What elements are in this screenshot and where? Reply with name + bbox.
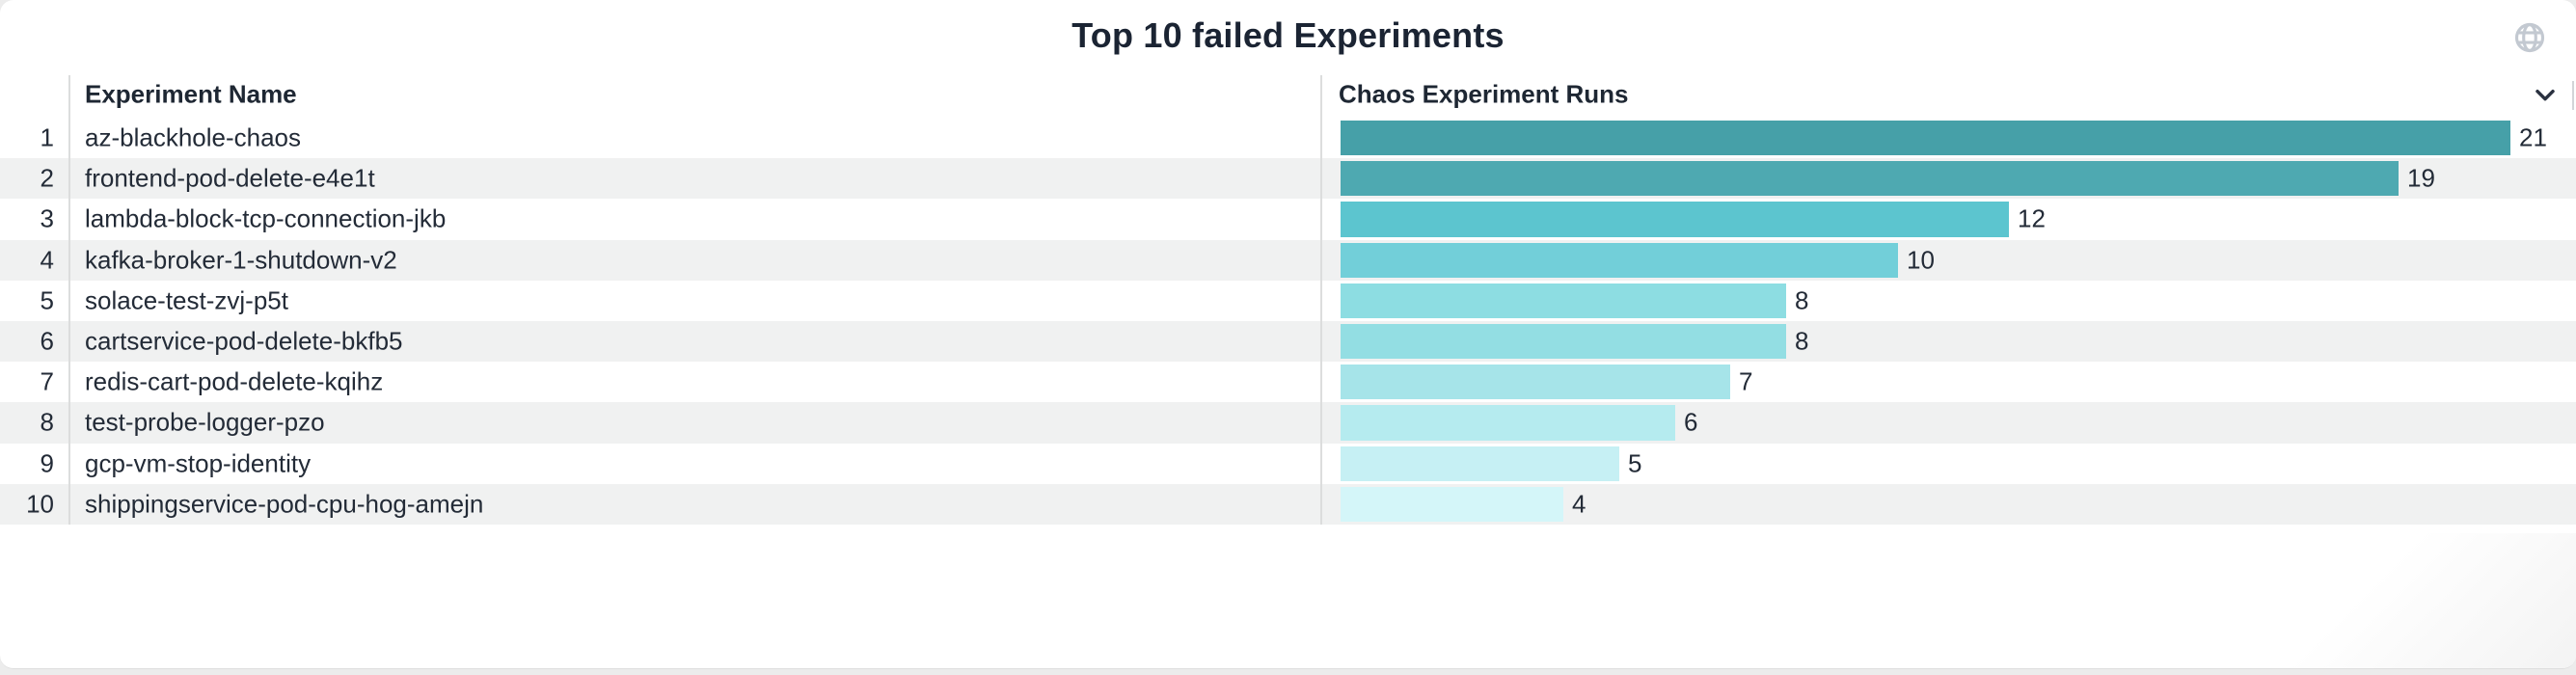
panel-title: Top 10 failed Experiments xyxy=(1071,15,1505,55)
column-divider-rank xyxy=(68,75,70,525)
row-value: 12 xyxy=(2018,203,2046,233)
row-rank: 3 xyxy=(40,203,54,233)
table-row: 9 gcp-vm-stop-identity 5 xyxy=(0,443,2576,484)
row-bar xyxy=(1341,446,1619,481)
row-bar xyxy=(1341,405,1675,441)
globe-icon[interactable] xyxy=(2512,20,2547,55)
column-header-experiment-name[interactable]: Experiment Name xyxy=(85,79,297,109)
row-rank: 6 xyxy=(40,326,54,356)
table-row: 1 az-blackhole-chaos 21 xyxy=(0,118,2576,159)
column-divider-runs xyxy=(1320,75,1322,525)
row-rank: 1 xyxy=(40,122,54,152)
row-experiment-name: frontend-pod-delete-e4e1t xyxy=(85,163,375,193)
table-row: 10 shippingservice-pod-cpu-hog-amejn 4 xyxy=(0,483,2576,525)
row-experiment-name: solace-test-zvj-p5t xyxy=(85,285,288,315)
row-experiment-name: kafka-broker-1-shutdown-v2 xyxy=(85,245,397,275)
row-rank: 8 xyxy=(40,407,54,437)
row-experiment-name: lambda-block-tcp-connection-jkb xyxy=(85,203,447,233)
panel-corner-shade xyxy=(2229,533,2576,668)
row-rank: 7 xyxy=(40,366,54,396)
row-value: 7 xyxy=(1739,366,1753,396)
row-value: 10 xyxy=(1907,245,1935,275)
row-value: 8 xyxy=(1795,326,1809,356)
row-experiment-name: az-blackhole-chaos xyxy=(85,122,302,152)
table-header: Experiment Name Chaos Experiment Runs xyxy=(0,71,2576,120)
row-value: 19 xyxy=(2407,163,2435,193)
table-row: 8 test-probe-logger-pzo 6 xyxy=(0,402,2576,444)
row-bar xyxy=(1341,242,1898,278)
row-value: 21 xyxy=(2519,122,2547,152)
row-value: 5 xyxy=(1628,448,1642,478)
table-row: 3 lambda-block-tcp-connection-jkb 12 xyxy=(0,199,2576,240)
row-bar xyxy=(1341,121,2510,156)
row-rank: 4 xyxy=(40,245,54,275)
table-row: 6 cartservice-pod-delete-bkfb5 8 xyxy=(0,320,2576,363)
row-experiment-name: test-probe-logger-pzo xyxy=(85,407,325,437)
row-rank: 5 xyxy=(40,285,54,315)
header-resize-handle[interactable] xyxy=(2572,81,2574,110)
row-bar xyxy=(1341,161,2399,197)
row-bar xyxy=(1341,364,1730,400)
table-row: 7 redis-cart-pod-delete-kqihz 7 xyxy=(0,362,2576,403)
column-header-chaos-experiment-runs[interactable]: Chaos Experiment Runs xyxy=(1339,79,1629,109)
row-value: 8 xyxy=(1795,285,1809,315)
table-row: 4 kafka-broker-1-shutdown-v2 10 xyxy=(0,239,2576,281)
row-rank: 10 xyxy=(26,489,54,519)
table-body: 1 az-blackhole-chaos 21 2 frontend-pod-d… xyxy=(0,118,2576,525)
row-value: 4 xyxy=(1572,489,1586,519)
row-bar xyxy=(1341,486,1563,522)
row-bar xyxy=(1341,323,1786,360)
table-row: 5 solace-test-zvj-p5t 8 xyxy=(0,280,2576,321)
table-row: 2 frontend-pod-delete-e4e1t 19 xyxy=(0,158,2576,200)
row-bar xyxy=(1341,202,2009,237)
row-experiment-name: redis-cart-pod-delete-kqihz xyxy=(85,366,384,396)
row-rank: 9 xyxy=(40,448,54,478)
row-bar xyxy=(1341,283,1786,318)
row-value: 6 xyxy=(1684,407,1698,437)
row-experiment-name: gcp-vm-stop-identity xyxy=(85,448,312,478)
row-experiment-name: shippingservice-pod-cpu-hog-amejn xyxy=(85,489,484,519)
chevron-down-icon[interactable] xyxy=(2530,79,2561,110)
row-rank: 2 xyxy=(40,163,54,193)
row-experiment-name: cartservice-pod-delete-bkfb5 xyxy=(85,326,403,356)
